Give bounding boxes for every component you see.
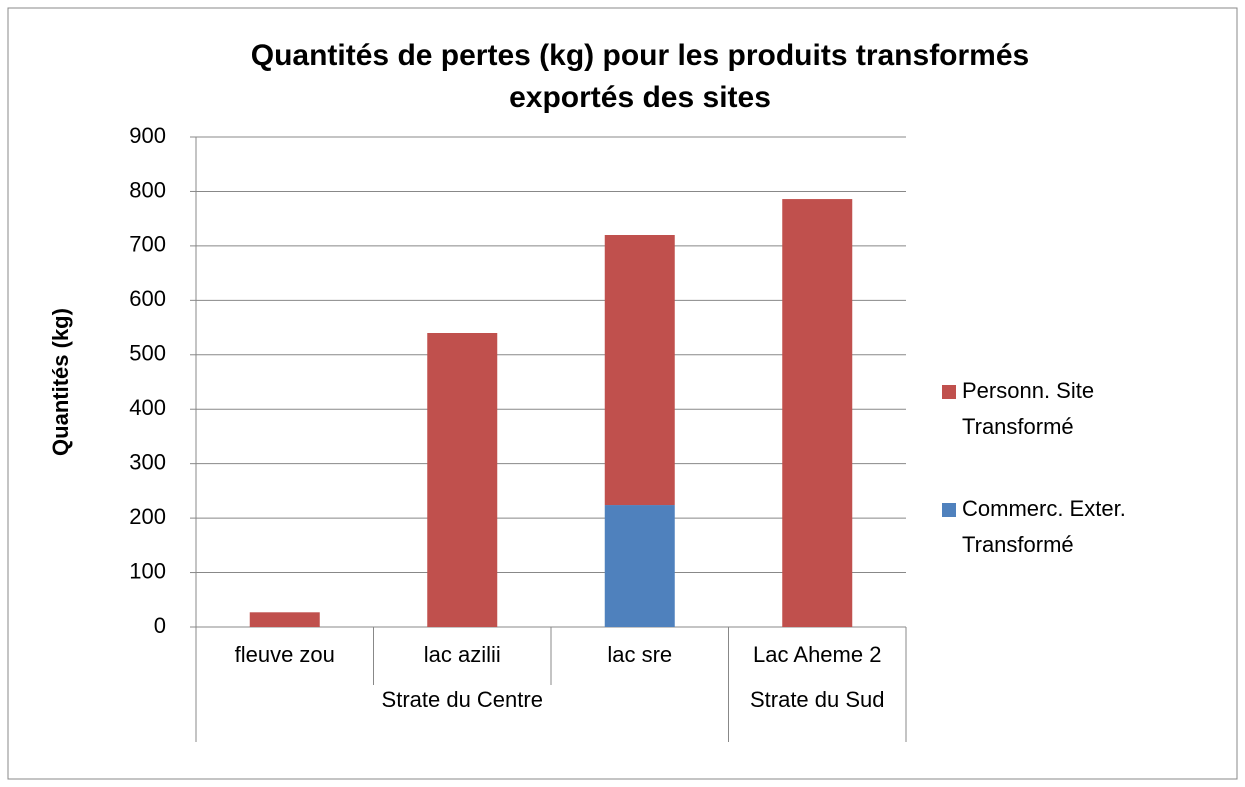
chart-title: Quantités de pertes (kg) pour les produi… [251,39,1029,72]
legend-swatch [942,503,956,517]
group-label: Strate du Centre [382,687,543,712]
y-tick-label: 800 [129,177,166,202]
chart-title: exportés des sites [509,81,771,114]
y-tick-label: 0 [154,613,166,638]
y-tick-label: 400 [129,395,166,420]
y-tick-label: 600 [129,286,166,311]
x-tick-label: Lac Aheme 2 [753,642,881,667]
y-tick-label: 300 [129,449,166,474]
y-axis-label: Quantités (kg) [48,308,73,456]
bar [782,199,853,628]
bar [249,612,320,627]
y-tick-label: 200 [129,504,166,529]
legend-label: Commerc. Exter. Transformé [962,496,1126,557]
group-label: Strate du Sud [750,687,885,712]
x-tick-label: lac azilii [424,642,501,667]
y-tick-label: 500 [129,341,166,366]
legend-label: Personn. Site Transformé [962,378,1094,439]
bar [427,333,498,627]
bar [604,235,675,506]
y-tick-label: 900 [129,123,166,148]
bar [604,505,675,627]
x-tick-label: fleuve zou [235,642,335,667]
legend-swatch [942,385,956,399]
x-tick-label: lac sre [607,642,672,667]
y-tick-label: 100 [129,558,166,583]
y-tick-label: 700 [129,232,166,257]
